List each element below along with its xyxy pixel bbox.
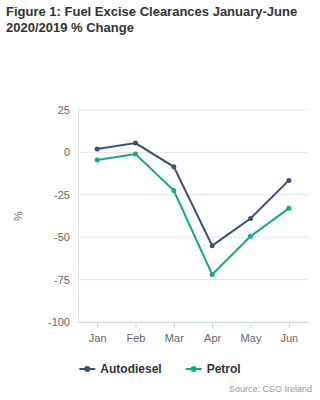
- legend: Autodiesel Petrol: [79, 362, 240, 376]
- x-tick: Jan: [89, 322, 107, 344]
- x-tick: Mar: [165, 322, 184, 344]
- x-tick-mark: [212, 322, 213, 328]
- y-tick: -100: [48, 316, 78, 328]
- x-tick-mark: [136, 322, 137, 328]
- x-tick: Feb: [127, 322, 146, 344]
- series-marker: [248, 234, 253, 239]
- x-axis-line: [79, 322, 309, 323]
- y-tick-label: 25: [58, 104, 70, 116]
- y-tick: -25: [54, 189, 78, 201]
- series-line: [97, 154, 289, 274]
- x-tick-label: Jun: [280, 332, 298, 344]
- x-tick-mark: [174, 322, 175, 328]
- x-tick: Apr: [204, 322, 221, 344]
- x-tick-mark: [251, 322, 252, 328]
- y-tick: -50: [54, 231, 78, 243]
- y-axis: 25 0 -25 -50 -75 -100: [48, 104, 79, 328]
- series-marker: [171, 164, 176, 169]
- legend-item: Petrol: [186, 362, 241, 376]
- x-tick-label: Jan: [89, 332, 107, 344]
- grid-line: [78, 152, 308, 153]
- legend-label: Autodiesel: [100, 362, 161, 376]
- y-tick: 25: [58, 104, 78, 116]
- x-tick-mark: [289, 322, 290, 328]
- chart: Figure 1: Fuel Excise Clearances January…: [0, 0, 320, 400]
- y-tick-label: -25: [54, 189, 70, 201]
- y-tick: -75: [54, 274, 78, 286]
- title: Figure 1: Fuel Excise Clearances January…: [6, 4, 297, 35]
- grid-line: [78, 279, 308, 280]
- x-tick-mark: [97, 322, 98, 328]
- legend-marker: [84, 366, 90, 372]
- x-tick: Jun: [280, 322, 298, 344]
- plot-area: [95, 141, 292, 277]
- y-tick-label: -75: [54, 274, 70, 286]
- source: Source: CSO Ireland: [229, 384, 312, 394]
- y-tick: 0: [64, 146, 78, 158]
- series-marker: [133, 141, 138, 146]
- grid-line: [78, 237, 308, 238]
- series-marker: [95, 147, 100, 152]
- series-marker: [95, 158, 100, 163]
- x-tick-label: Feb: [127, 332, 146, 344]
- legend-marker: [191, 366, 197, 372]
- y-tick-label: -100: [48, 316, 70, 328]
- x-tick-label: Mar: [165, 332, 184, 344]
- grid-line: [78, 322, 308, 323]
- y-tick-label: -50: [54, 231, 70, 243]
- grid-line: [78, 110, 308, 111]
- series-marker: [210, 243, 215, 248]
- legend-item: Autodiesel: [79, 362, 161, 376]
- series-marker: [171, 188, 176, 193]
- y-tick-label: 0: [64, 146, 70, 158]
- x-tick-label: Apr: [204, 332, 221, 344]
- series-marker: [210, 272, 215, 277]
- series-marker: [286, 206, 291, 211]
- y-label: %: [12, 211, 24, 221]
- legend-label: Petrol: [207, 362, 241, 376]
- series-marker: [248, 216, 253, 221]
- grid: [78, 110, 308, 322]
- x-axis: Jan Feb Mar Apr May Jun: [79, 322, 309, 344]
- x-tick-label: May: [241, 332, 262, 344]
- x-tick: May: [241, 322, 262, 344]
- y-axis-line: [78, 111, 79, 323]
- series-marker: [286, 178, 291, 183]
- series-marker: [133, 152, 138, 157]
